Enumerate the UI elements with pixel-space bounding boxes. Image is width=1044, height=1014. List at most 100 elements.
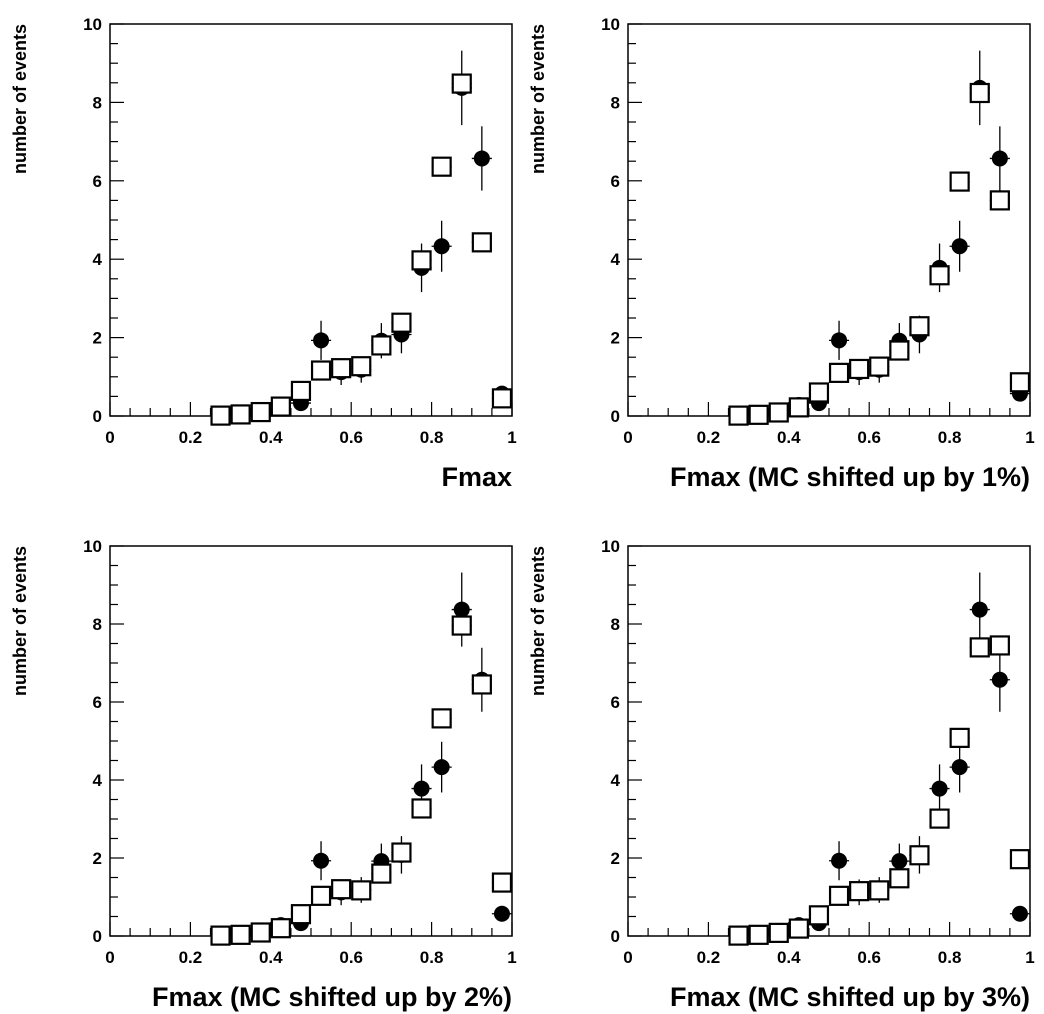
mc-point: [808, 382, 830, 403]
data-point: [831, 332, 848, 349]
x-tick-label: 1: [1025, 948, 1034, 967]
y-tick-label: 8: [93, 93, 102, 112]
mc-point: [889, 340, 910, 361]
x-tick-label: 0: [105, 428, 114, 447]
x-tick-label: 0.6: [339, 428, 363, 447]
mc-point: [471, 232, 492, 253]
mc-point: [310, 360, 332, 381]
x-axis-label: Fmax (MC shifted up by 1%): [670, 462, 1030, 492]
x-tick-label: 0.4: [259, 428, 283, 447]
y-axis-label: number of events: [528, 24, 548, 174]
mc-point: [371, 335, 392, 356]
mc-point: [748, 404, 769, 425]
x-tick-label: 1: [507, 948, 516, 967]
y-axis-label: number of events: [528, 546, 548, 696]
data-point: [951, 759, 968, 776]
y-axis-label: number of events: [10, 546, 30, 696]
y-tick-label: 6: [93, 693, 102, 712]
mc-point: [210, 405, 231, 426]
mc-point: [471, 674, 492, 695]
mc-point: [310, 885, 332, 906]
x-axis-label: Fmax (MC shifted up by 2%): [152, 982, 512, 1012]
x-axis-label: Fmax: [441, 462, 512, 492]
mc-point: [728, 925, 749, 946]
x-tick-label: 0: [623, 428, 632, 447]
mc-point: [969, 82, 990, 104]
mc-point: [909, 316, 930, 337]
data-point: [951, 238, 968, 255]
mc-point: [828, 362, 850, 383]
mc-point: [351, 880, 372, 901]
mc-point: [989, 190, 1010, 211]
data-point: [1011, 905, 1028, 922]
mc-point: [929, 808, 950, 829]
mc-point: [889, 868, 910, 889]
mc-point: [949, 727, 970, 748]
mc-point: [331, 358, 352, 379]
mc-point: [869, 880, 890, 901]
data-point: [313, 852, 330, 869]
data-point: [453, 601, 470, 618]
plot-frame: [627, 23, 1031, 417]
mc-series: [728, 82, 1031, 426]
x-tick-label: 0.2: [179, 428, 203, 447]
mc-point: [270, 918, 291, 939]
mc-point: [909, 845, 930, 866]
mc-point: [451, 615, 472, 636]
mc-point: [230, 924, 251, 945]
data-point: [931, 780, 948, 797]
y-tick-label: 0: [611, 927, 620, 946]
mc-point: [491, 388, 513, 409]
x-tick-label: 0.6: [339, 948, 363, 967]
x-tick-label: 0: [105, 948, 114, 967]
mc-point: [270, 396, 291, 417]
mc-point: [808, 905, 830, 926]
mc-point: [849, 358, 870, 380]
data-point: [433, 759, 450, 776]
y-tick-label: 10: [83, 15, 102, 34]
y-tick-label: 0: [611, 407, 620, 426]
x-tick-label: 0: [623, 948, 632, 967]
y-tick-label: 6: [611, 693, 620, 712]
mc-series: [728, 635, 1031, 946]
mc-point: [768, 922, 789, 943]
mc-point: [431, 708, 452, 729]
data-point: [991, 671, 1008, 688]
x-tick-label: 0.8: [420, 948, 444, 967]
x-tick-label: 0.8: [938, 428, 962, 447]
mc-point: [431, 156, 452, 177]
mc-point: [768, 402, 789, 423]
y-tick-label: 4: [611, 250, 621, 269]
mc-point: [849, 881, 870, 902]
mc-point: [491, 872, 513, 893]
x-tick-label: 0.6: [857, 428, 881, 447]
y-tick-label: 2: [93, 329, 102, 348]
y-tick-label: 2: [611, 329, 620, 348]
mc-point: [230, 404, 251, 425]
mc-point: [290, 380, 312, 402]
y-tick-label: 8: [611, 615, 620, 634]
data-point: [891, 853, 908, 870]
mc-point: [969, 637, 990, 658]
mc-point: [788, 397, 809, 418]
x-axis-label: Fmax (MC shifted up by 3%): [670, 982, 1030, 1012]
mc-point: [371, 863, 392, 884]
mc-point: [748, 924, 769, 945]
x-tick-label: 0.4: [777, 948, 801, 967]
data-point: [473, 150, 490, 167]
data-point: [831, 852, 848, 869]
y-tick-label: 4: [93, 771, 103, 790]
data-point: [313, 332, 330, 349]
mc-point: [728, 405, 749, 426]
y-tick-label: 8: [611, 93, 620, 112]
mc-point: [210, 925, 231, 946]
mc-point: [828, 885, 850, 906]
x-tick-label: 0.4: [259, 948, 283, 967]
x-tick-label: 0.4: [777, 428, 801, 447]
data-point: [413, 780, 430, 797]
plot-frame: [109, 545, 513, 937]
